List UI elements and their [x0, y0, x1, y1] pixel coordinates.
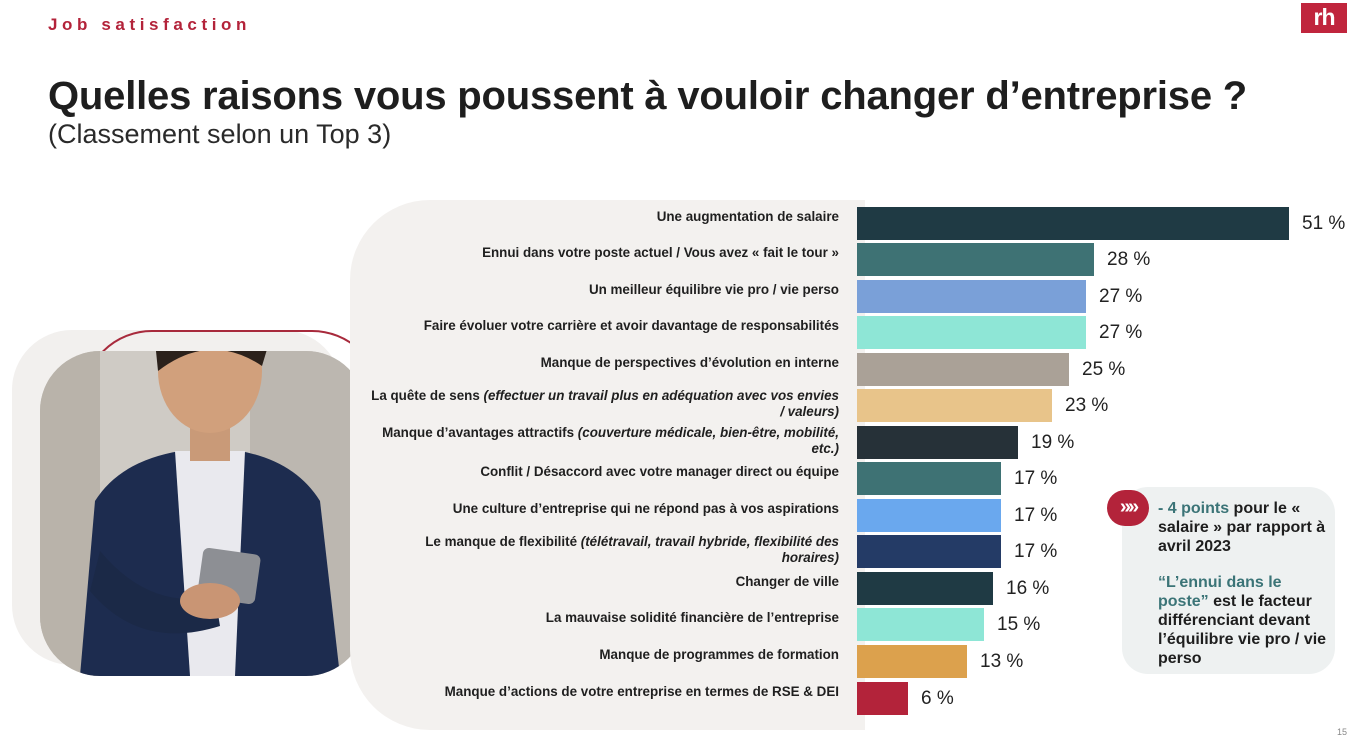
category-main-text: Conflit / Désaccord avec votre manager d… — [480, 464, 839, 479]
bar-9 — [857, 499, 1001, 532]
page-title: Quelles raisons vous poussent à vouloir … — [48, 74, 1248, 118]
bar-1 — [857, 207, 1289, 240]
category-detail-text: (effectuer un travail plus en adéquation… — [479, 388, 839, 419]
category-detail-text: (télétravail, travail hybride, flexibili… — [577, 534, 839, 565]
category-main-text: La mauvaise solidité financière de l’ent… — [545, 610, 839, 625]
callout-text-1: pour le « salaire » par rapport à avril … — [1158, 500, 1326, 555]
bar-category-label: Faire évoluer votre carrière et avoir da… — [369, 318, 839, 334]
bar-value-label: 51 % — [1302, 213, 1346, 234]
bar-category-label: Manque de perspectives d’évolution en in… — [369, 355, 839, 371]
callout-text: - 4 points pour le « salaire » par rappo… — [1158, 499, 1330, 685]
category-main-text: Manque d’actions de votre entreprise en … — [444, 684, 839, 699]
bar-3 — [857, 280, 1086, 313]
bar-category-label: La mauvaise solidité financière de l’ent… — [369, 610, 839, 626]
category-main-text: Manque de perspectives d’évolution en in… — [540, 355, 839, 370]
bar-4 — [857, 316, 1086, 349]
bar-value-label: 28 % — [1107, 249, 1151, 270]
category-main-text: Un meilleur équilibre vie pro / vie pers… — [588, 282, 839, 297]
chevron-right-double-icon: »» — [1107, 490, 1149, 526]
bar-category-label: Changer de ville — [369, 574, 839, 590]
page-number: 15 — [1337, 727, 1348, 737]
category-main-text: Changer de ville — [735, 574, 839, 589]
bar-value-label: 17 % — [1014, 541, 1058, 562]
category-main-text: Une culture d’entreprise qui ne répond p… — [452, 501, 839, 516]
bar-category-label: Une culture d’entreprise qui ne répond p… — [369, 501, 839, 517]
bar-value-label: 19 % — [1031, 432, 1075, 453]
bar-category-label: Manque d’avantages attractifs (couvertur… — [369, 425, 839, 457]
company-logo: rh — [1301, 3, 1347, 33]
category-detail-text: (couverture médicale, bien-être, mobilit… — [574, 425, 839, 456]
bar-category-label: Une augmentation de salaire — [369, 209, 839, 225]
person-illustration — [40, 351, 366, 676]
category-main-text: La quête de sens — [371, 388, 480, 403]
bar-category-label: Conflit / Désaccord avec votre manager d… — [369, 464, 839, 480]
bar-7 — [857, 426, 1018, 459]
bar-6 — [857, 389, 1052, 422]
bar-value-label: 27 % — [1099, 322, 1143, 343]
section-label: Job satisfaction — [48, 15, 252, 34]
bar-12 — [857, 608, 984, 641]
category-main-text: Une augmentation de salaire — [656, 209, 839, 224]
bar-value-label: 15 % — [997, 614, 1041, 635]
bar-value-label: 27 % — [1099, 286, 1143, 307]
person-photo — [40, 351, 366, 676]
bar-value-label: 25 % — [1082, 359, 1126, 380]
bar-value-label: 23 % — [1065, 395, 1109, 416]
bar-8 — [857, 462, 1001, 495]
category-main-text: Manque d’avantages attractifs — [382, 425, 575, 440]
bar-value-label: 6 % — [921, 688, 954, 709]
bar-2 — [857, 243, 1094, 276]
bar-value-label: 17 % — [1014, 468, 1058, 489]
bar-value-label: 17 % — [1014, 505, 1058, 526]
callout-text-2: est le facteur différenciant devant l’éq… — [1158, 593, 1327, 667]
bar-value-label: 16 % — [1006, 578, 1050, 599]
bar-category-label: Un meilleur équilibre vie pro / vie pers… — [369, 282, 839, 298]
bar-5 — [857, 353, 1069, 386]
chart-panel — [350, 200, 865, 730]
bar-category-label: Manque d’actions de votre entreprise en … — [369, 684, 839, 700]
bar-category-label: Ennui dans votre poste actuel / Vous ave… — [369, 245, 839, 261]
bar-10 — [857, 535, 1001, 568]
category-main-text: Ennui dans votre poste actuel / Vous ave… — [482, 245, 839, 260]
bar-category-label: Manque de programmes de formation — [369, 647, 839, 663]
bar-11 — [857, 572, 993, 605]
callout-highlight-2: “L’ennui dans le poste” — [1158, 574, 1282, 610]
bar-category-label: La quête de sens (effectuer un travail p… — [369, 388, 839, 420]
category-main-text: Manque de programmes de formation — [599, 647, 839, 662]
bar-value-label: 13 % — [980, 651, 1024, 672]
callout-highlight-1: - 4 points — [1158, 500, 1230, 517]
callout-box — [1122, 487, 1335, 674]
category-main-text: Le manque de flexibilité — [425, 534, 578, 549]
category-main-text: Faire évoluer votre carrière et avoir da… — [423, 318, 839, 333]
bar-category-label: Le manque de flexibilité (télétravail, t… — [369, 534, 839, 566]
bar-14 — [857, 682, 908, 715]
page-subtitle: (Classement selon un Top 3) — [48, 119, 392, 149]
bar-13 — [857, 645, 967, 678]
